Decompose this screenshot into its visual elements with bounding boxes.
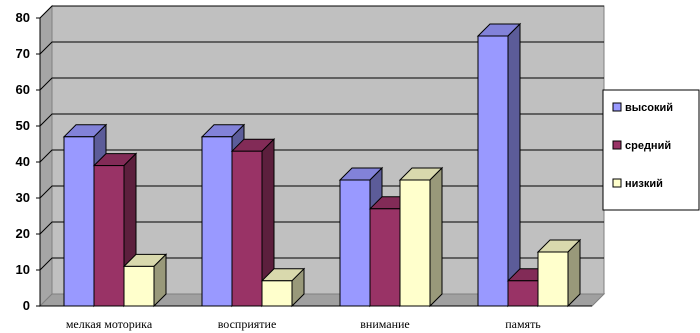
x-category-label: внимание [360,317,410,331]
bar-front-face [123,265,155,307]
bar-front-face [537,251,569,307]
bar-front-face [369,208,401,307]
legend-swatch [612,140,622,150]
bar [398,166,444,308]
bar-front-face [399,179,431,307]
bar [476,22,522,308]
y-tick-label: 60 [16,82,30,97]
bar-front-face [63,136,95,307]
gridline [39,77,604,91]
bar-side-face [429,166,443,308]
bar [230,137,276,308]
axes: 0 10 20 30 40 50 60 70 80 мелкая моторика восприят… [16,10,592,331]
bar-front-face [477,35,509,307]
bar-front-face [201,136,233,307]
x-category-label: мелкая моторика [66,317,153,331]
y-tick-label: 20 [16,226,30,241]
x-category-label: память [505,317,541,331]
legend: высокий средний низкий [602,89,700,211]
bar-front-face [507,280,539,307]
bar-front-face [93,165,125,307]
y-tick-label: 10 [16,262,30,277]
plot-area [38,4,606,308]
bar [122,253,168,308]
bar [536,238,582,308]
legend-swatch [612,178,622,188]
gridline [39,149,604,163]
y-tick-label: 30 [16,190,30,205]
y-tick-label: 70 [16,46,30,61]
bar-front-face [231,150,263,307]
y-tick-label: 80 [16,10,30,25]
gridline [39,5,604,19]
gridline [39,41,604,55]
gridline [39,113,604,127]
legend-swatch [612,102,622,112]
legend-label: низкий [625,178,663,190]
legend-label: средний [625,140,671,152]
y-tick-label: 0 [23,298,30,313]
bar [260,267,306,308]
bar-front-face [261,280,293,307]
y-tick-label: 40 [16,154,30,169]
x-category-label: восприятие [218,317,277,331]
bars [62,22,582,308]
y-tick-label: 50 [16,118,30,133]
legend-label: высокий [625,102,673,114]
bar-side-face [567,238,581,308]
bar-side-face [507,22,521,308]
bar-front-face [339,179,371,307]
